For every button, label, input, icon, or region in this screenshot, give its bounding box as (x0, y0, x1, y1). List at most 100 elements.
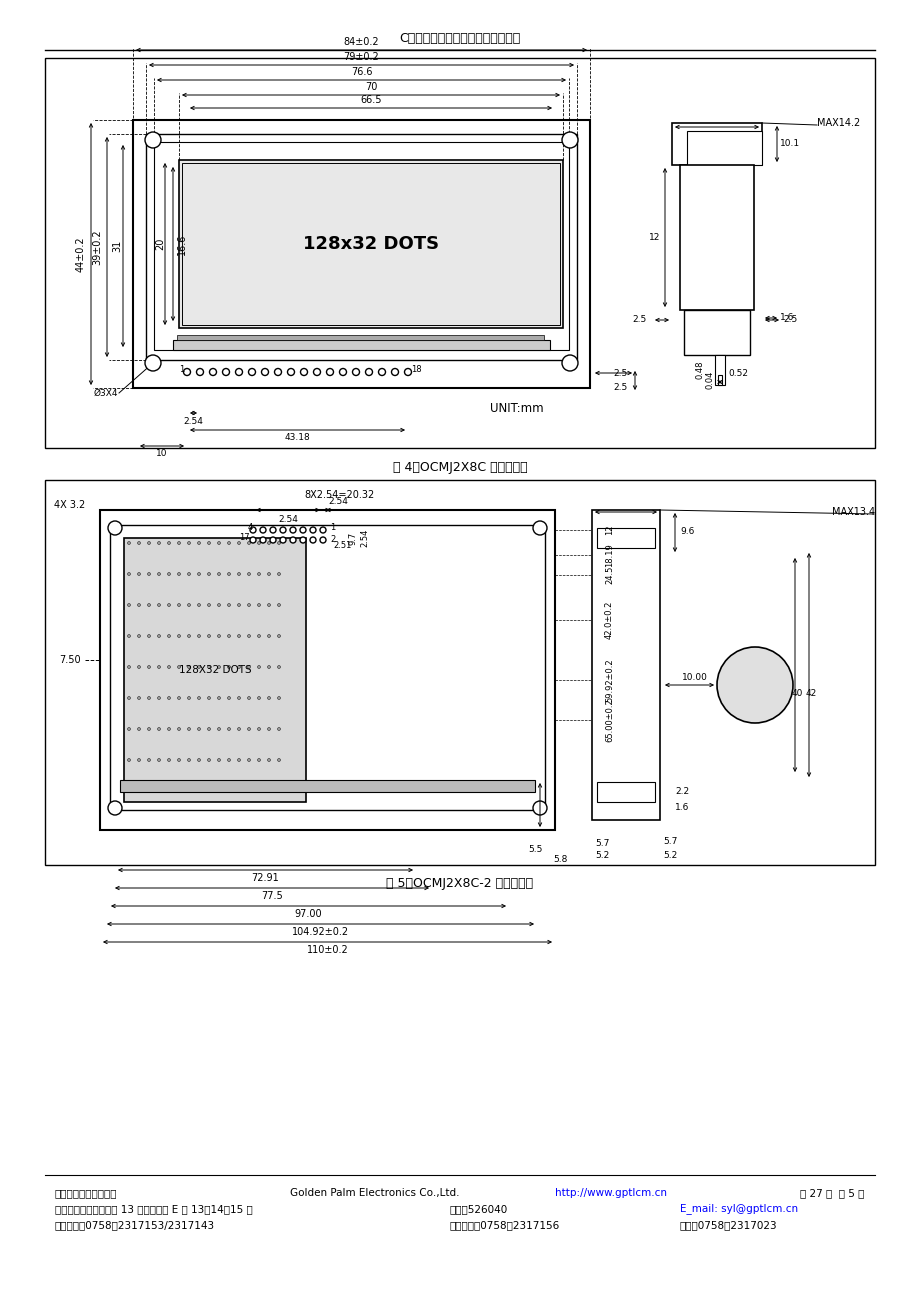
Circle shape (198, 604, 200, 607)
Circle shape (208, 665, 210, 668)
Circle shape (157, 697, 160, 699)
Circle shape (278, 697, 280, 699)
Circle shape (247, 665, 250, 668)
Circle shape (157, 634, 160, 638)
Circle shape (108, 801, 122, 815)
Circle shape (237, 542, 240, 544)
Circle shape (247, 604, 250, 607)
Circle shape (137, 759, 141, 762)
Text: 0.48: 0.48 (695, 361, 704, 379)
Text: 10: 10 (156, 449, 167, 458)
Circle shape (147, 634, 151, 638)
Circle shape (250, 527, 255, 533)
Circle shape (562, 355, 577, 371)
Bar (133, 120, 589, 388)
Text: 0.52: 0.52 (727, 368, 747, 378)
Circle shape (320, 536, 325, 543)
Circle shape (217, 759, 221, 762)
Circle shape (128, 728, 130, 730)
Circle shape (157, 604, 160, 607)
Text: MAX14.2: MAX14.2 (816, 118, 859, 128)
Circle shape (128, 759, 130, 762)
Circle shape (261, 368, 268, 375)
Circle shape (257, 573, 260, 575)
Text: 5.7: 5.7 (662, 837, 676, 846)
Text: 24.5: 24.5 (605, 566, 613, 585)
Text: 2.54: 2.54 (328, 497, 347, 506)
Circle shape (177, 573, 180, 575)
Circle shape (301, 368, 307, 375)
Circle shape (128, 604, 130, 607)
Circle shape (187, 728, 190, 730)
Circle shape (257, 697, 260, 699)
Text: 84±0.2: 84±0.2 (344, 36, 379, 47)
Circle shape (177, 604, 180, 607)
Circle shape (257, 665, 260, 668)
Text: 128X32 DOTS: 128X32 DOTS (178, 665, 251, 674)
Bar (100, 510, 554, 829)
Text: Ø3X4: Ø3X4 (94, 388, 118, 397)
Circle shape (177, 697, 180, 699)
Text: 8X2.54=20.32: 8X2.54=20.32 (304, 490, 375, 500)
Text: 1.6: 1.6 (779, 314, 793, 323)
Circle shape (267, 604, 270, 607)
Text: 20: 20 (154, 238, 165, 250)
Circle shape (562, 132, 577, 148)
Text: 66.5: 66.5 (360, 95, 381, 105)
Circle shape (260, 527, 266, 533)
Circle shape (208, 728, 210, 730)
Circle shape (210, 368, 216, 375)
Circle shape (248, 368, 255, 375)
Text: 4: 4 (247, 523, 253, 533)
Text: 5.7: 5.7 (595, 838, 608, 848)
Circle shape (128, 634, 130, 638)
Text: http://www.gptlcm.cn: http://www.gptlcm.cn (554, 1187, 666, 1198)
Circle shape (391, 368, 398, 375)
Circle shape (137, 542, 141, 544)
Circle shape (227, 759, 231, 762)
Bar (671, 122, 761, 165)
Circle shape (208, 697, 210, 699)
Circle shape (247, 573, 250, 575)
Text: 1: 1 (330, 523, 335, 533)
Bar (110, 525, 544, 810)
Circle shape (227, 728, 231, 730)
Circle shape (300, 527, 306, 533)
Bar (683, 310, 749, 355)
Circle shape (187, 604, 190, 607)
Circle shape (167, 573, 170, 575)
Circle shape (250, 536, 255, 543)
Circle shape (352, 368, 359, 375)
Text: 12: 12 (605, 525, 613, 535)
Circle shape (237, 728, 240, 730)
Circle shape (208, 759, 210, 762)
Circle shape (227, 634, 231, 638)
Text: C系列中文液晶显示模块使用说明书: C系列中文液晶显示模块使用说明书 (399, 31, 520, 44)
Circle shape (237, 634, 240, 638)
Circle shape (167, 697, 170, 699)
Circle shape (147, 542, 151, 544)
Circle shape (198, 697, 200, 699)
Circle shape (260, 536, 266, 543)
Bar (596, 783, 654, 802)
Text: 18: 18 (410, 366, 421, 375)
Bar (173, 340, 550, 350)
Text: 2.5: 2.5 (632, 315, 646, 324)
Text: 2: 2 (330, 535, 335, 544)
Text: 9.6: 9.6 (680, 527, 695, 536)
Text: 5.2: 5.2 (595, 850, 608, 859)
Bar (179, 160, 562, 328)
Circle shape (227, 573, 231, 575)
Circle shape (247, 542, 250, 544)
Circle shape (227, 542, 231, 544)
Circle shape (177, 759, 180, 762)
Text: 5.8: 5.8 (552, 855, 567, 865)
Circle shape (217, 697, 221, 699)
Circle shape (128, 697, 130, 699)
Text: 42: 42 (804, 689, 816, 698)
Text: 10.00: 10.00 (681, 673, 707, 681)
Text: 2.5: 2.5 (612, 368, 627, 378)
Circle shape (167, 604, 170, 607)
Circle shape (267, 665, 270, 668)
Text: 16.6: 16.6 (176, 233, 187, 255)
